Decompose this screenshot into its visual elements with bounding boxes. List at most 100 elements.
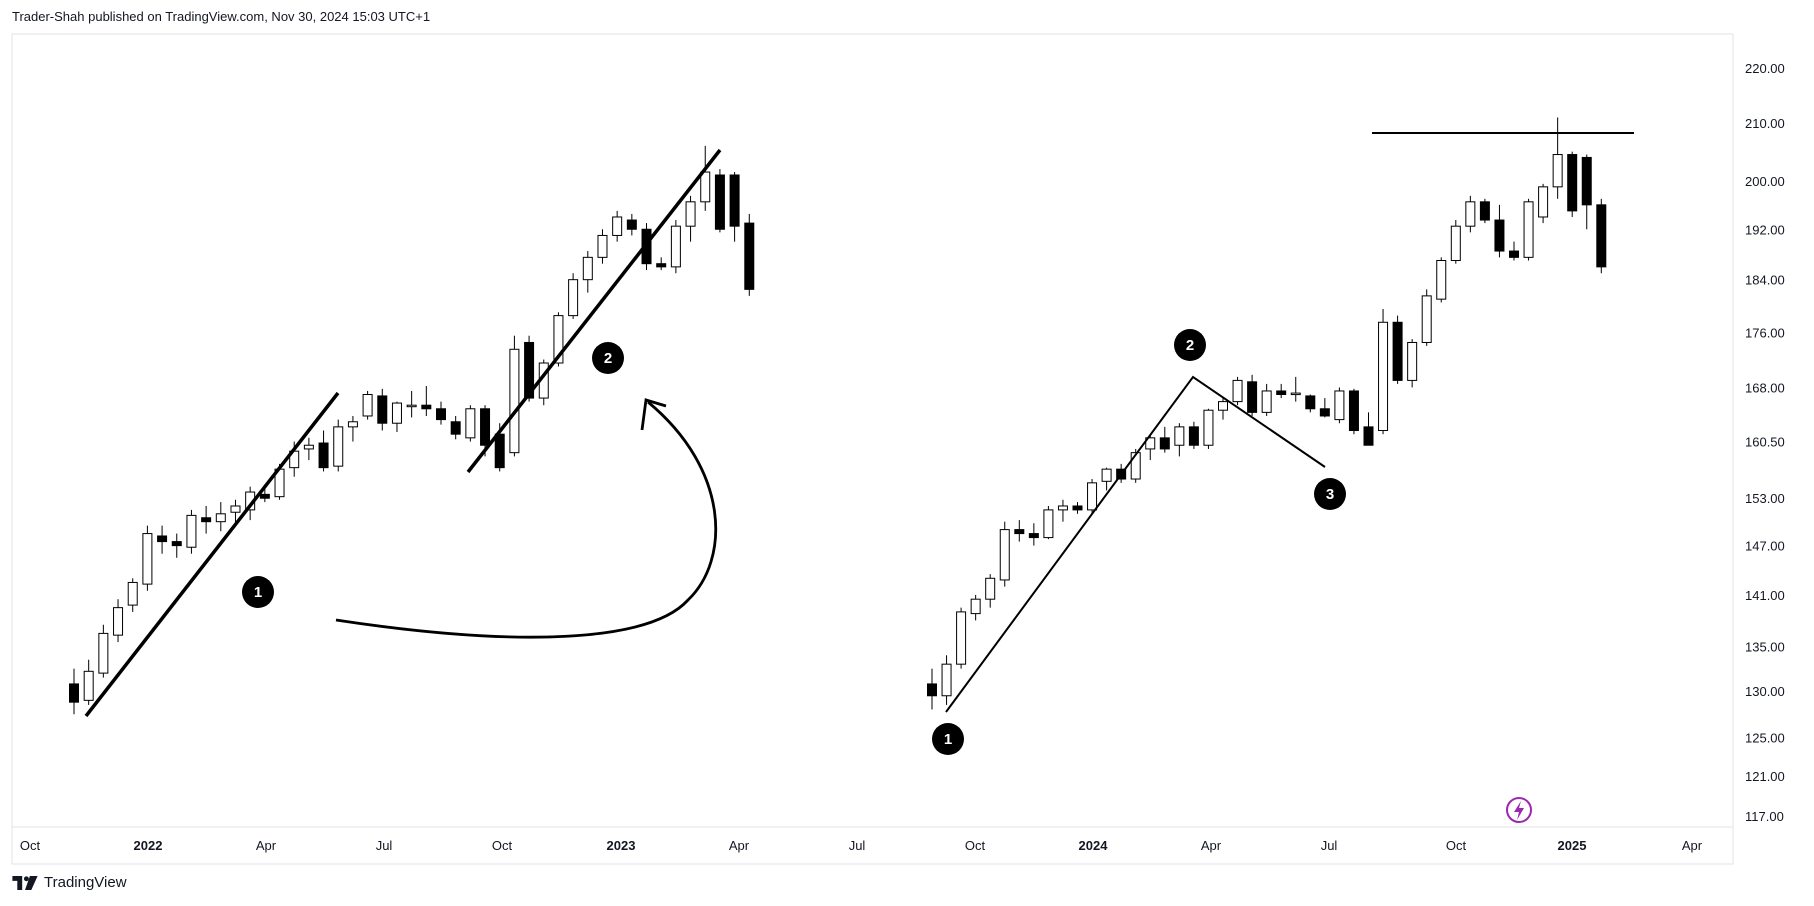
curved-arrow-head bbox=[640, 398, 667, 431]
candle bbox=[670, 220, 681, 274]
marker-left-1: 1 bbox=[242, 576, 274, 608]
time-tick-label: Jul bbox=[849, 838, 866, 853]
candle bbox=[201, 505, 212, 534]
candle bbox=[1378, 309, 1389, 435]
price-tick-label: 220.00 bbox=[1745, 61, 1785, 76]
price-tick-label: 200.00 bbox=[1745, 174, 1785, 189]
candle bbox=[1334, 387, 1345, 424]
price-tick-label: 135.00 bbox=[1745, 639, 1785, 654]
candle bbox=[362, 390, 373, 420]
candle bbox=[956, 607, 967, 669]
candle bbox=[1319, 398, 1330, 418]
candle bbox=[729, 172, 740, 242]
candle bbox=[582, 251, 593, 293]
candle bbox=[465, 405, 476, 442]
trendline-left-1[interactable] bbox=[84, 391, 340, 718]
candle bbox=[1596, 198, 1607, 274]
curved-arrow[interactable] bbox=[335, 400, 718, 639]
publish-header: Trader-Shah published on TradingView.com… bbox=[12, 9, 431, 24]
candle bbox=[230, 499, 241, 526]
candle bbox=[1465, 195, 1476, 233]
candles-right-segment bbox=[927, 117, 1607, 710]
candle bbox=[1028, 523, 1039, 546]
candle bbox=[215, 502, 226, 532]
time-tick-label: Apr bbox=[256, 838, 277, 853]
candle bbox=[1218, 398, 1228, 420]
lightning-icon[interactable] bbox=[1506, 797, 1532, 823]
candle bbox=[1290, 376, 1301, 402]
candle bbox=[421, 386, 432, 416]
candle bbox=[1523, 198, 1534, 261]
time-tick-label: Oct bbox=[1446, 838, 1467, 853]
time-tick-label: Apr bbox=[729, 838, 750, 853]
time-tick-label: Jul bbox=[376, 838, 393, 853]
price-tick-label: 192.00 bbox=[1745, 222, 1785, 237]
price-tick-label: 130.00 bbox=[1745, 684, 1785, 699]
time-tick-label: 2025 bbox=[1558, 838, 1587, 853]
candle bbox=[1450, 220, 1461, 264]
candle bbox=[1305, 394, 1316, 413]
tradingview-logo-icon bbox=[12, 875, 38, 890]
candle bbox=[1159, 426, 1170, 453]
candle bbox=[391, 401, 402, 432]
candle bbox=[1247, 374, 1258, 416]
marker-label: 1 bbox=[944, 731, 952, 748]
candle bbox=[450, 415, 461, 440]
candle bbox=[685, 195, 696, 242]
candle bbox=[1276, 383, 1287, 399]
footer-brand-text: TradingView bbox=[44, 874, 127, 891]
candle bbox=[436, 401, 446, 425]
plot-area-border bbox=[11, 33, 1734, 865]
candle bbox=[1348, 388, 1359, 435]
time-tick-label: 2022 bbox=[134, 838, 163, 853]
candle bbox=[1145, 434, 1156, 461]
candles-left-segment bbox=[69, 145, 755, 715]
candle bbox=[538, 359, 549, 406]
time-tick-label: 2024 bbox=[1079, 838, 1109, 853]
candle bbox=[1363, 412, 1374, 446]
candle bbox=[597, 229, 608, 264]
candle bbox=[714, 169, 725, 233]
candle bbox=[941, 655, 952, 705]
price-tick-label: 147.00 bbox=[1745, 539, 1785, 554]
candle bbox=[377, 388, 388, 431]
candle bbox=[927, 668, 937, 710]
price-tick-label: 153.00 bbox=[1745, 491, 1785, 506]
candle bbox=[1072, 502, 1083, 514]
candle bbox=[69, 668, 79, 715]
candle bbox=[1043, 505, 1054, 540]
candle bbox=[1552, 117, 1563, 199]
candle bbox=[1421, 289, 1432, 346]
candle bbox=[1567, 151, 1578, 217]
marker-right-1: 1 bbox=[932, 723, 964, 755]
candle bbox=[970, 594, 981, 621]
candle bbox=[318, 430, 329, 472]
candle bbox=[1232, 376, 1243, 406]
candle bbox=[303, 437, 314, 461]
marker-label: 1 bbox=[254, 584, 262, 601]
candle bbox=[1538, 183, 1549, 224]
candle bbox=[1494, 204, 1505, 258]
candle bbox=[524, 335, 535, 402]
marker-right-2: 2 bbox=[1174, 329, 1206, 361]
trendline-left-2[interactable] bbox=[466, 148, 722, 474]
zigzag-right[interactable] bbox=[945, 375, 1326, 713]
trend-drawings[interactable] bbox=[84, 132, 1634, 718]
candle bbox=[1479, 198, 1490, 224]
price-tick-label: 168.00 bbox=[1745, 380, 1785, 395]
candle bbox=[186, 509, 197, 554]
candle bbox=[656, 257, 667, 271]
candle bbox=[1203, 408, 1214, 449]
footer-brand[interactable]: TradingView bbox=[12, 874, 127, 891]
candle bbox=[1014, 520, 1025, 542]
price-tick-label: 121.00 bbox=[1745, 769, 1785, 784]
candle bbox=[142, 525, 153, 591]
time-tick-label: Jul bbox=[1321, 838, 1338, 853]
candle bbox=[1581, 154, 1592, 230]
time-tick-label: 2023 bbox=[607, 838, 636, 853]
candle bbox=[1436, 257, 1447, 303]
time-tick-label: Apr bbox=[1201, 838, 1222, 853]
candle bbox=[509, 335, 520, 457]
candle bbox=[1057, 499, 1068, 522]
